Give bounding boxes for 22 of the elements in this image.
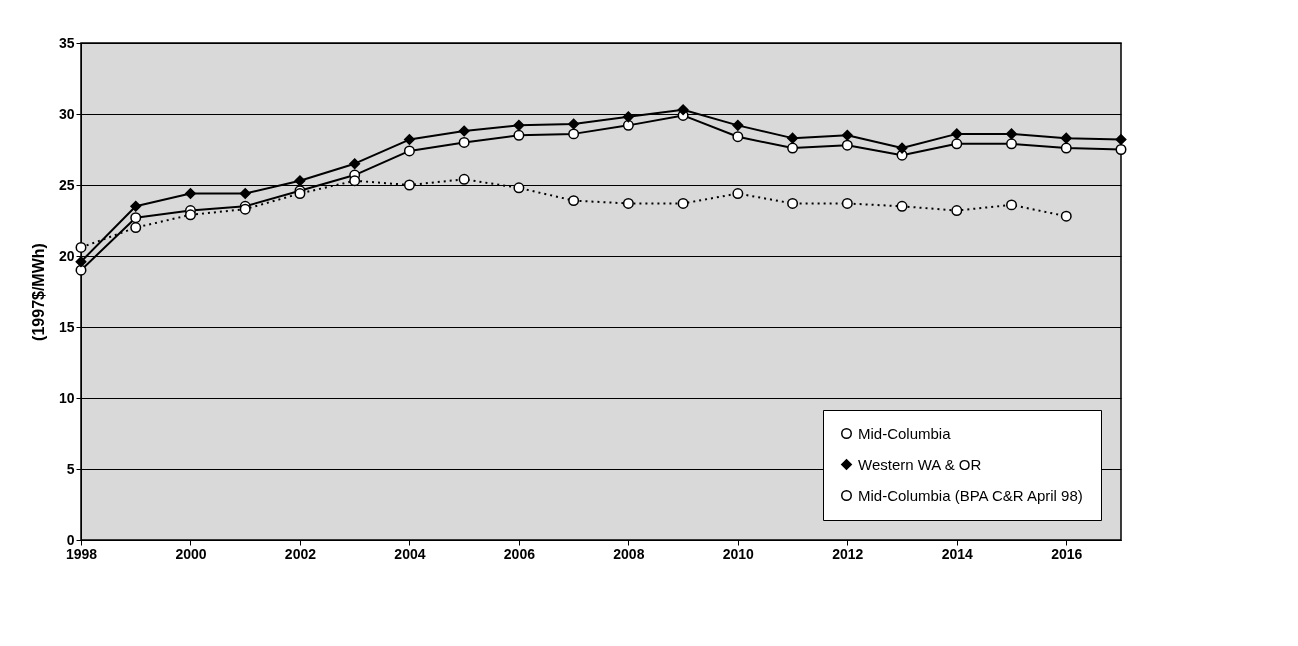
y-tick-label: 5 <box>66 460 75 477</box>
y-tick-label: 35 <box>58 34 75 51</box>
x-tick-label: 2008 <box>613 545 645 562</box>
x-tick-label: 2002 <box>284 545 317 562</box>
y-tick-label: 0 <box>66 531 75 548</box>
x-tick-label: 2000 <box>175 545 207 562</box>
legend-label: Mid-Columbia <box>858 424 952 442</box>
y-tick-label: 20 <box>58 247 75 264</box>
y-tick-label: 10 <box>58 389 75 406</box>
y-tick-label: 30 <box>58 105 75 122</box>
x-tick-label: 1998 <box>65 545 98 562</box>
legend-label: Mid-Columbia (BPA C&R April 98) <box>858 486 1083 504</box>
x-tick-label: 2014 <box>941 545 974 562</box>
x-tick-label: 2004 <box>394 545 426 562</box>
x-tick-label: 2006 <box>503 545 536 562</box>
y-axis-title: (1997$/MWh) <box>29 243 47 341</box>
legend-label: Western WA & OR <box>858 455 982 473</box>
y-tick-label: 15 <box>58 318 75 335</box>
x-tick-label: 2010 <box>722 545 755 562</box>
x-tick-label: 2012 <box>832 545 864 562</box>
y-tick-label: 25 <box>58 176 75 193</box>
x-tick-label: 2016 <box>1051 545 1083 562</box>
